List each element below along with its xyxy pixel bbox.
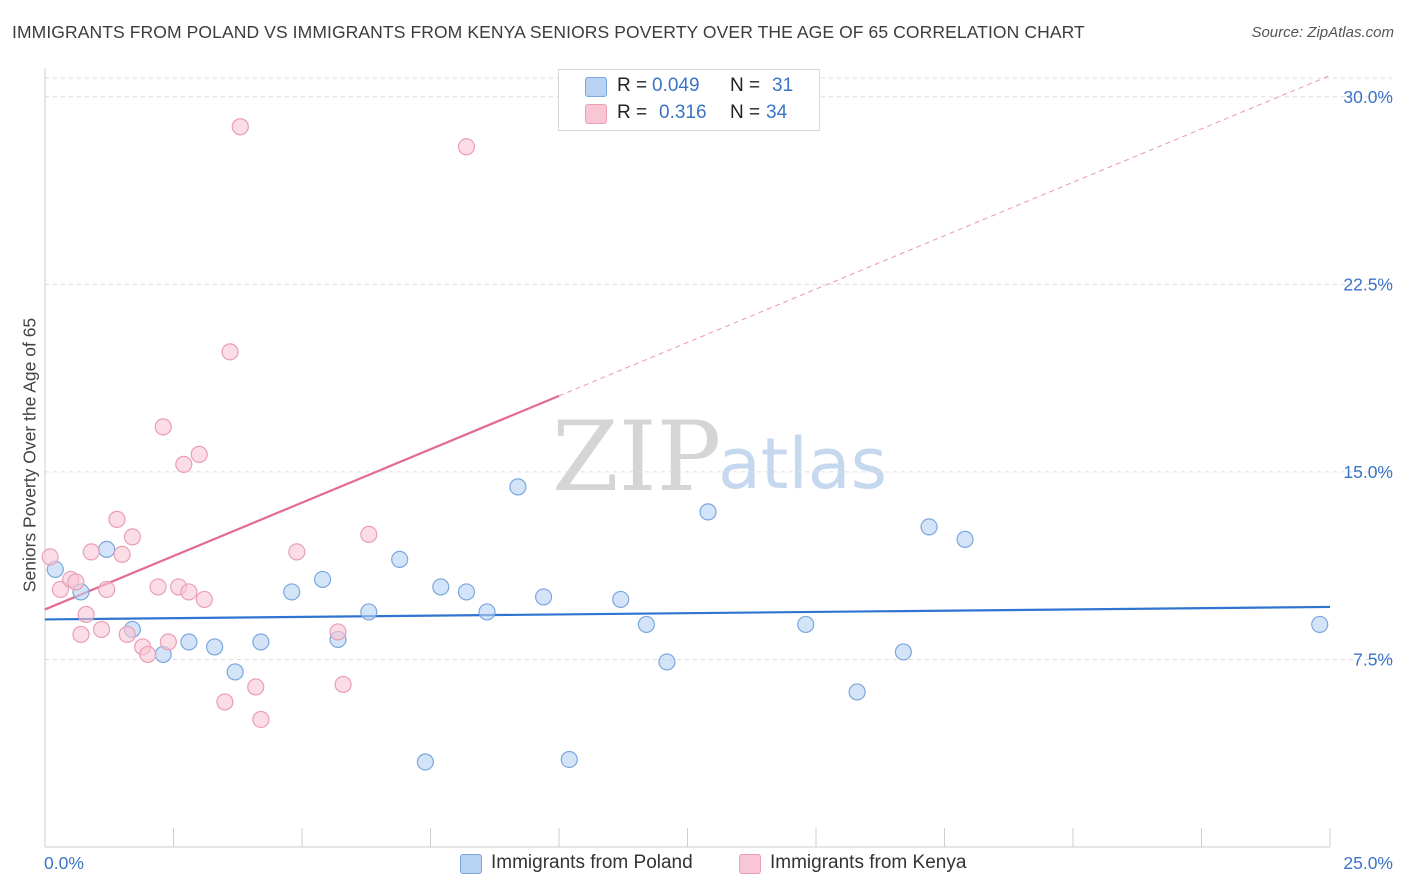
point-kenya (67, 573, 85, 591)
kenya-n-label: N = (730, 102, 761, 123)
point-poland (658, 653, 676, 671)
chart-title: IMMIGRANTS FROM POLAND VS IMMIGRANTS FRO… (12, 22, 1085, 42)
legend-poland-swatch (460, 854, 482, 874)
point-kenya (457, 138, 476, 156)
legend-poland-label: Immigrants from Poland (491, 852, 693, 873)
point-poland (920, 518, 938, 536)
point-kenya (360, 525, 378, 543)
point-poland (313, 570, 332, 589)
point-poland (416, 753, 434, 771)
point-kenya (113, 545, 131, 564)
legend-stats: R = 0.049 N = 31 R = 0.316 N = 34 (558, 69, 820, 131)
poland-r-value: 0.049 (652, 75, 700, 96)
point-kenya (72, 625, 90, 644)
point-poland (252, 633, 270, 651)
point-kenya (159, 633, 177, 651)
axes: 7.5% 15.0% 22.5% 30.0% 0.0% 25.0% (44, 68, 1393, 873)
point-poland (894, 643, 912, 661)
point-kenya (92, 620, 111, 639)
point-poland (180, 633, 198, 651)
y-tick-label: 7.5% (1353, 649, 1393, 669)
y-tick-label: 15.0% (1343, 462, 1393, 482)
point-kenya (108, 510, 126, 528)
grid-lines (45, 77, 1392, 660)
point-poland (206, 638, 224, 656)
point-kenya (41, 548, 59, 566)
data-points (41, 118, 1329, 771)
point-kenya (329, 623, 347, 641)
y-axis-label: Seniors Poverty Over the Age of 65 (19, 317, 40, 593)
point-kenya (195, 590, 213, 609)
point-poland (637, 615, 655, 634)
poland-n-label: N = (730, 75, 761, 96)
watermark: ZIP atlas (552, 401, 887, 513)
point-kenya (221, 343, 239, 361)
trend-line-poland (44, 605, 1331, 621)
point-poland (797, 615, 815, 634)
point-poland (612, 590, 630, 609)
legend-kenya-label: Immigrants from Kenya (770, 852, 967, 873)
point-kenya (98, 580, 116, 599)
point-poland (956, 530, 974, 549)
point-kenya (149, 578, 167, 596)
trend-line-kenya (44, 394, 560, 611)
point-poland (848, 683, 866, 701)
kenya-swatch (585, 104, 607, 124)
point-poland (534, 588, 553, 606)
y-tick-label: 30.0% (1343, 87, 1393, 107)
poland-swatch (585, 77, 607, 97)
point-kenya (252, 710, 270, 729)
watermark-zip: ZIP (552, 401, 721, 513)
point-kenya (139, 645, 157, 664)
point-kenya (180, 583, 198, 601)
point-kenya (118, 625, 136, 644)
poland-n-value: 31 (772, 75, 794, 96)
point-kenya (288, 543, 306, 561)
point-kenya (334, 675, 352, 694)
point-kenya (77, 605, 95, 624)
point-kenya (82, 543, 100, 561)
point-kenya (247, 678, 265, 696)
point-poland (478, 603, 496, 621)
point-poland (226, 663, 244, 681)
point-poland (391, 550, 409, 569)
point-poland (457, 583, 476, 601)
legend-series: Immigrants from Poland Immigrants from K… (0, 852, 1406, 878)
point-poland (699, 503, 717, 521)
poland-r-label: R = (617, 75, 648, 96)
source-label: Source: ZipAtlas.com (1251, 24, 1394, 41)
kenya-n-value: 34 (766, 102, 788, 123)
point-kenya (190, 445, 208, 463)
x-tick-label: 25.0% (1343, 853, 1393, 873)
watermark-atlas: atlas (718, 423, 887, 505)
trend-line-kenya-extension (558, 75, 1331, 397)
point-poland (360, 603, 378, 621)
point-kenya (216, 693, 234, 711)
point-kenya (51, 580, 70, 599)
point-kenya (175, 455, 193, 473)
y-tick-label: 22.5% (1343, 274, 1393, 294)
point-poland (283, 583, 301, 601)
legend-kenya-swatch (739, 854, 761, 874)
x-tick-label: 0.0% (44, 853, 84, 873)
point-kenya (231, 118, 249, 136)
point-poland (432, 578, 450, 596)
trend-lines (44, 75, 1331, 621)
kenya-r-label: R = (617, 102, 648, 123)
point-poland (509, 478, 527, 496)
kenya-r-value: 0.316 (659, 102, 707, 123)
point-kenya (154, 418, 172, 436)
point-poland (560, 750, 578, 769)
point-poland (1311, 615, 1329, 634)
point-poland (98, 540, 116, 559)
point-kenya (123, 528, 141, 546)
